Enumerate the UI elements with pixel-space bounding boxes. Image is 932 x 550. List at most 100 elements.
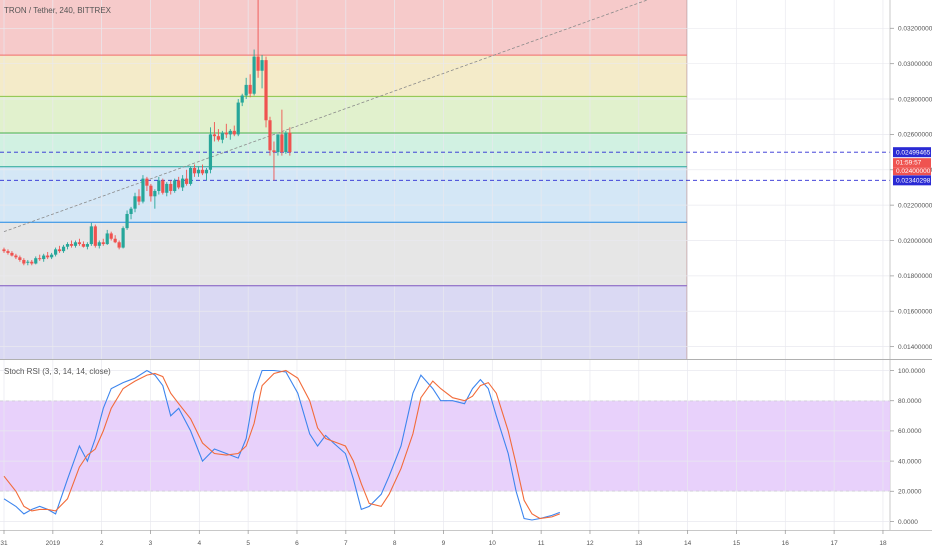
candle-body	[288, 132, 292, 153]
candle-up	[61, 244, 66, 253]
candle-body	[165, 183, 169, 193]
candle-body	[149, 185, 153, 197]
candle-down	[109, 231, 113, 241]
candle-body	[57, 249, 62, 252]
candle-body	[50, 254, 54, 258]
candle-down	[101, 238, 105, 246]
candle-down	[14, 253, 18, 260]
price-tick-label: 0.02600000	[898, 132, 932, 139]
candle-up	[121, 226, 125, 249]
candle-down	[185, 169, 189, 186]
candle-up	[129, 206, 133, 220]
candle-down	[212, 122, 217, 142]
candle-down	[161, 178, 165, 195]
time-tick-label: 14	[684, 540, 692, 547]
stoch-overbought-oversold-band	[0, 400, 890, 492]
candle-body	[200, 169, 205, 174]
candle-body	[14, 255, 18, 258]
candle-body	[73, 242, 78, 246]
candle-body	[38, 258, 42, 260]
candle-down	[268, 116, 272, 156]
price-tags: 0.02499465 0.02340298 01:59:570.02400000	[893, 147, 931, 186]
candle-up	[141, 175, 145, 204]
candle-up	[133, 192, 137, 213]
candle-body	[93, 226, 97, 246]
candle-down	[177, 176, 181, 190]
candle-body	[89, 226, 93, 245]
countdown-label: 01:59:57	[896, 160, 922, 167]
chart-title: TRON / Tether, 240, BITTREX	[4, 6, 112, 15]
candle-up	[85, 242, 89, 250]
candle-down	[169, 180, 173, 195]
stoch-axis[interactable]: 0.0000 20.0000 40.0000 60.0000 80.0000 100.00…	[890, 368, 925, 526]
candle-up	[236, 99, 240, 137]
candle-body	[109, 233, 113, 239]
candle-body	[65, 244, 70, 247]
candle-down	[69, 240, 74, 248]
time-tick-label: 2019	[46, 540, 61, 547]
candle-body	[284, 132, 288, 153]
price-tick-label: 0.02800000	[898, 96, 932, 103]
price-pane[interactable]: TRON / Tether, 240, BITTREX	[0, 0, 890, 359]
candle-body	[244, 84, 248, 96]
candle-body	[212, 134, 217, 137]
stoch-tick-label: 0.0000	[898, 519, 918, 526]
fib-zone-1	[0, 55, 687, 97]
candle-body	[196, 169, 201, 174]
time-tick-label: 2	[100, 540, 104, 547]
candle-body	[85, 244, 89, 247]
price-grid	[0, 0, 890, 359]
candle-down	[46, 252, 50, 260]
candle-body	[256, 56, 260, 71]
candle-down	[272, 141, 276, 181]
time-tick-label: 7	[344, 540, 348, 547]
candle-body	[77, 242, 82, 245]
candle-up	[208, 127, 213, 174]
candle-up	[188, 166, 193, 186]
candle-body	[204, 169, 209, 174]
price-tick-label: 0.02200000	[898, 202, 932, 209]
candle-up	[165, 182, 169, 197]
candle-body	[117, 242, 121, 248]
candle-up	[181, 175, 185, 191]
candle-body	[10, 252, 14, 256]
candle-body	[2, 249, 6, 252]
candle-body	[216, 136, 220, 140]
candle-down	[6, 249, 10, 255]
candle-body	[26, 261, 30, 263]
candle-body	[141, 178, 145, 202]
candle-body	[153, 190, 157, 197]
candle-down	[288, 127, 292, 156]
candle-body	[220, 132, 224, 140]
candle-up	[153, 189, 157, 209]
candle-down	[117, 240, 121, 250]
time-tick-label: 15	[733, 540, 741, 547]
time-tick-label: 10	[489, 540, 497, 547]
candle-up	[276, 134, 280, 156]
price-tick-label: 0.03200000	[898, 26, 932, 33]
candle-down	[77, 238, 82, 246]
candle-up	[196, 166, 201, 177]
candle-body	[260, 60, 264, 71]
stoch-tick-label: 40.0000	[898, 458, 922, 465]
price-tick-label: 0.01600000	[898, 309, 932, 316]
dashed-trend-line[interactable]	[3, 0, 648, 233]
candle-body	[236, 102, 240, 135]
stoch-tick-label: 60.0000	[898, 428, 922, 435]
candle-down	[264, 56, 268, 128]
candle-body	[157, 180, 161, 191]
stoch-k-line	[3, 369, 560, 521]
candle-body	[121, 228, 125, 248]
stoch-rsi-title: Stoch RSI (3, 3, 14, 14, close)	[4, 367, 111, 376]
stoch-rsi-pane[interactable]: Stoch RSI (3, 3, 14, 14, close)	[0, 360, 890, 530]
price-tick-label: 0.02000000	[898, 238, 932, 245]
candle-up	[34, 256, 38, 265]
candle-up	[65, 242, 70, 250]
trend-line[interactable]	[3, 0, 648, 233]
candle-body	[61, 246, 66, 252]
candle-body	[173, 180, 177, 191]
time-tick-label: 8	[393, 540, 397, 547]
candle-down	[18, 255, 22, 262]
stoch-rsi-band	[0, 400, 890, 492]
time-axis[interactable]: 31 2019 2 3 4 5 6 7 8 9 10 11 12 13 14 15 16 17 18	[0, 530, 887, 547]
